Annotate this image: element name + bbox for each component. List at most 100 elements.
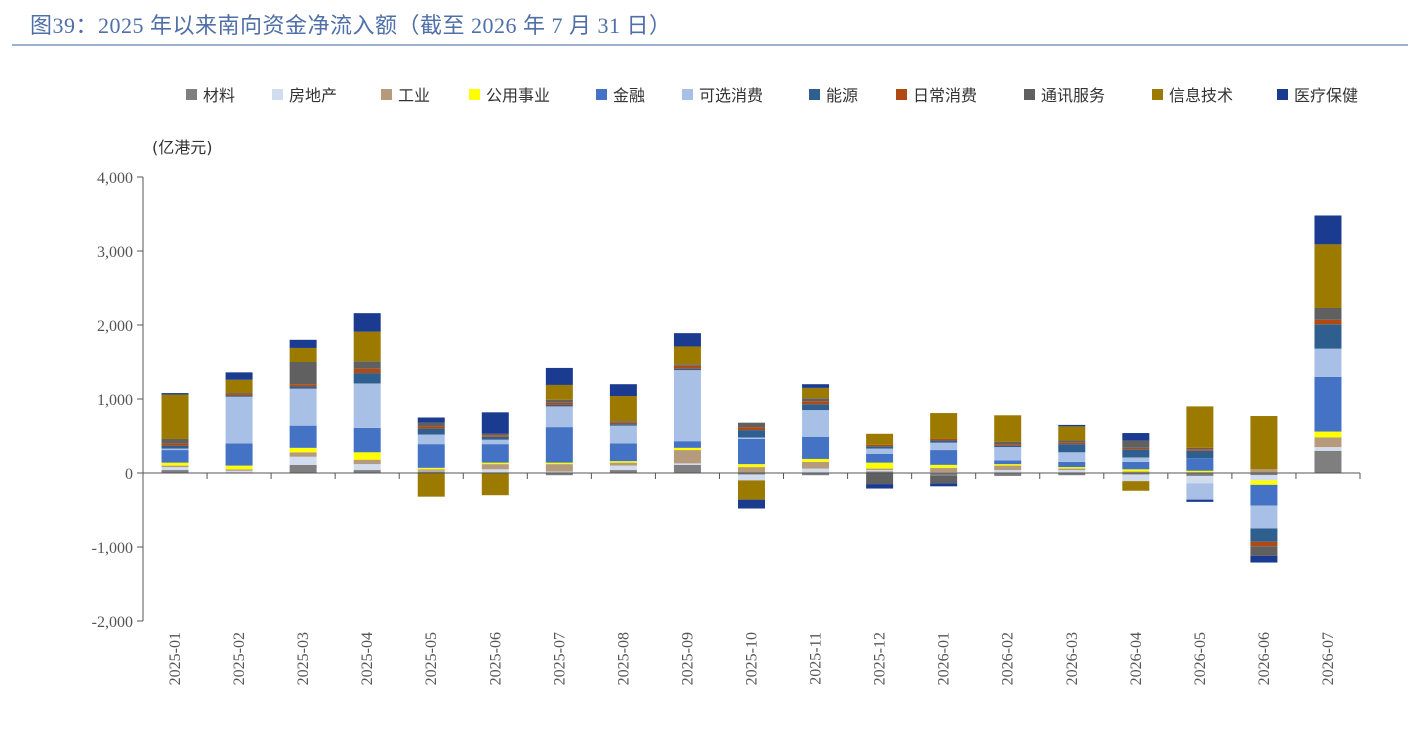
bar-2025-06-公用事业 [481, 462, 509, 465]
bar-2026-06-材料 [1250, 473, 1278, 476]
x-tick-label-0: 2025-01 [167, 632, 184, 685]
legend-swatch-3 [469, 89, 480, 100]
bar-2026-06-金融 [1250, 484, 1278, 506]
bar-2025-10-房地产 [738, 474, 765, 481]
bar-2025-06-金融 [481, 444, 509, 463]
bar-2025-09-公用事业 [673, 447, 701, 451]
bar-2025-10-金融 [738, 438, 765, 465]
legend: 材料 房地产 工业 公用事业 金融 可选消费 能源 日常消费 通讯服务 信息技术 医疗保健 [186, 86, 1358, 105]
bar-2025-10-公用事业 [738, 464, 765, 468]
bar-2025-01-金融 [161, 450, 189, 463]
bar-2026-01-公用事业 [930, 464, 958, 468]
x-tick-label-8: 2025-09 [679, 632, 696, 685]
bar-2025-05-材料 [417, 471, 445, 473]
x-tick-label-18: 2026-07 [1320, 632, 1337, 685]
bar-2025-11-信息技术 [802, 387, 830, 399]
bar-2026-02-信息技术 [994, 415, 1022, 442]
bar-2026-03-金融 [1058, 461, 1086, 468]
bar-2025-11-医疗保健 [802, 384, 830, 388]
bar-2025-04-工业 [353, 459, 381, 465]
bar-2025-01-房地产 [161, 467, 189, 471]
bar-2025-05-金融 [417, 444, 445, 468]
bar-2025-07-金融 [545, 427, 573, 463]
y-tick-label-0: 4,000 [97, 170, 133, 187]
bar-2026-04-公用事业 [1122, 469, 1150, 472]
legend-label-7: 日常消费 [913, 86, 977, 105]
legend-label-5: 可选消费 [699, 86, 763, 105]
bar-2025-05-日常消费 [417, 426, 445, 429]
bar-2025-09-工业 [673, 450, 701, 464]
bar-2025-07-可选消费 [545, 406, 573, 428]
legend-label-10: 医疗保健 [1294, 86, 1358, 105]
bar-2026-03-房地产 [1058, 470, 1086, 473]
bar-2025-04-日常消费 [353, 368, 381, 374]
bar-2025-07-公用事业 [545, 462, 573, 465]
bar-2025-04-能源 [353, 373, 381, 384]
bar-2025-09-医疗保健 [673, 333, 701, 347]
bar-2025-06-通讯服务 [481, 433, 509, 436]
bar-2026-05-日常消费 [1186, 449, 1214, 451]
legend-label-4: 金融 [613, 86, 645, 105]
y-tick-label-2: 2,000 [97, 318, 133, 335]
bar-2025-03-能源 [289, 386, 317, 389]
bar-2025-04-金融 [353, 427, 381, 453]
bar-2025-05-房地产 [417, 470, 445, 472]
bar-2026-03-能源 [1058, 444, 1086, 453]
bar-2026-01-医疗保健 [930, 483, 958, 487]
legend-label-3: 公用事业 [486, 86, 550, 105]
bar-2026-05-房地产 [1186, 475, 1214, 484]
bar-2026-04-金融 [1122, 461, 1150, 470]
legend-swatch-4 [596, 89, 607, 100]
x-tick-label-3: 2025-04 [359, 632, 376, 685]
bar-2025-05-公用事业 [417, 467, 445, 470]
bar-2025-09-日常消费 [673, 365, 701, 369]
bar-2025-04-医疗保健 [353, 313, 381, 332]
x-tick-label-5: 2025-06 [487, 632, 504, 685]
bar-2025-03-工业 [289, 452, 317, 457]
bar-2025-02-公用事业 [225, 465, 253, 470]
bar-2025-12-工业 [866, 468, 894, 471]
bar-2025-10-能源 [738, 430, 765, 438]
legend-swatch-8 [1024, 89, 1035, 100]
bar-2025-12-能源 [866, 446, 894, 449]
bar-2025-10-材料 [738, 473, 765, 475]
bar-2025-08-信息技术 [609, 396, 637, 422]
bar-2025-02-工业 [225, 469, 253, 471]
bar-2026-04-工业 [1122, 471, 1150, 473]
legend-label-6: 能源 [826, 86, 858, 105]
bar-2026-07-工业 [1314, 437, 1342, 448]
x-tick-label-17: 2026-06 [1256, 632, 1273, 685]
bar-2025-08-能源 [609, 424, 637, 426]
bar-2025-11-能源 [802, 404, 830, 411]
bar-2025-07-医疗保健 [545, 367, 573, 385]
bar-2025-12-房地产 [866, 470, 894, 472]
bar-2025-02-可选消费 [225, 396, 253, 444]
legend-label-2: 工业 [398, 86, 430, 105]
bar-2026-07-金融 [1314, 376, 1342, 432]
y-axis: 4,000 3,000 2,000 1,000 0 -1,000 -2,000 [92, 170, 144, 631]
bar-2025-03-房地产 [289, 456, 317, 465]
bar-2025-05-信息技术 [417, 473, 445, 497]
bar-2025-01-通讯服务 [161, 438, 189, 444]
bar-2025-07-信息技术 [545, 384, 573, 400]
bar-2025-11-工业 [802, 461, 830, 469]
bar-2025-09-信息技术 [673, 346, 701, 365]
bar-2026-05-金融 [1186, 458, 1214, 471]
legend-label-9: 信息技术 [1169, 86, 1233, 105]
bar-2025-01-材料 [161, 470, 189, 473]
bar-2026-05-医疗保健 [1186, 499, 1214, 502]
bar-2025-06-房地产 [481, 469, 509, 473]
bar-2026-04-医疗保健 [1122, 433, 1150, 441]
bar-2026-04-可选消费 [1122, 457, 1150, 462]
bar-2025-08-可选消费 [609, 425, 637, 444]
bar-2025-09-材料 [673, 464, 701, 473]
bar-2025-05-工业 [417, 469, 445, 471]
bar-2026-07-能源 [1314, 324, 1342, 349]
bar-2026-07-日常消费 [1314, 319, 1342, 325]
x-tick-label-4: 2025-05 [423, 632, 440, 685]
bar-2025-12-可选消费 [866, 448, 894, 454]
bar-2026-05-信息技术 [1186, 406, 1214, 448]
bar-2025-11-材料 [802, 473, 830, 476]
legend-swatch-5 [682, 89, 693, 100]
